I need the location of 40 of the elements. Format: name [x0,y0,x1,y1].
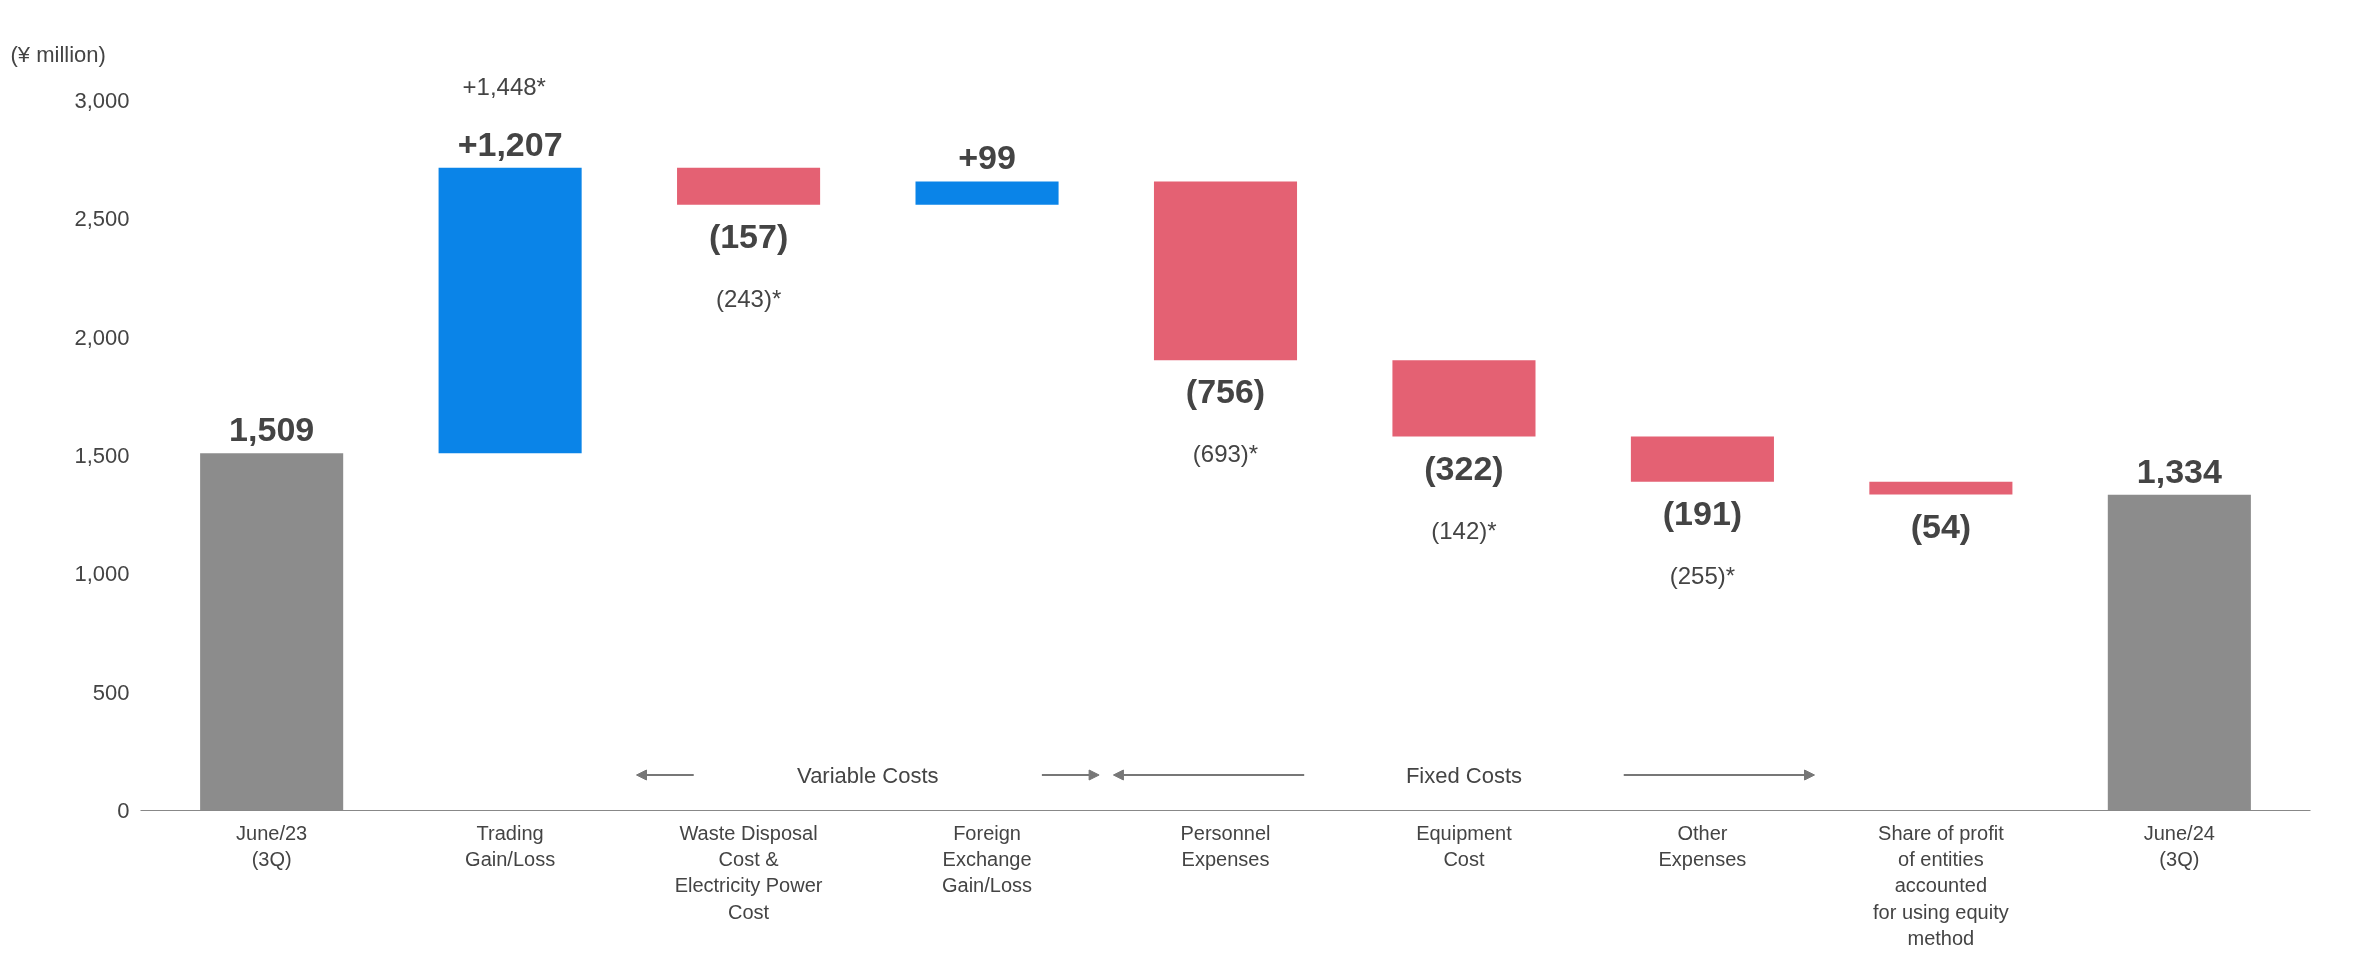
data-label: (191) [1662,493,1743,532]
x-tick-label: June/24 (3Q) [2143,821,2215,870]
annotation: (142)* [1431,516,1497,544]
y-tick-label: 0 [117,798,130,823]
annotation: (255)* [1669,561,1736,589]
bar [438,167,582,454]
x-tick-label: Foreign Exchange Gain/Loss [942,821,1033,897]
x-tick-label: Trading Gain/Loss [465,821,556,870]
bar [1153,181,1298,361]
annotation: Fixed Costs [1405,762,1523,788]
data-label: (157) [708,216,789,255]
x-tick-label: June/23 (3Q) [236,821,308,870]
data-label: 1,334 [2136,451,2222,490]
y-tick-label: 500 [92,679,130,705]
x-tick-label: Equipment Cost [1416,821,1513,870]
annotation: (693)* [1192,440,1259,468]
data-label: (756) [1185,372,1266,411]
y-tick-label: 3,000 [74,88,130,113]
data-label: +1,207 [457,124,563,163]
data-label: +99 [958,138,1016,177]
y-tick-label: 1,500 [74,443,130,468]
annotation: (243)* [715,284,782,312]
y-tick-label: 2,500 [74,206,130,232]
text: +1,448* [462,72,546,100]
y-tick-label: 1,000 [74,561,130,587]
y-tick-label: 2,000 [74,324,130,350]
data-label: (322) [1424,448,1504,487]
annotation: Variable Costs [797,762,939,788]
data-label: 1,509 [229,410,315,449]
x-tick-label: Other Expenses [1658,821,1747,870]
x-tick-label: Share of profit of entities accounted for using equity method [1873,821,2009,950]
bar [1630,436,1774,482]
data-label: (54) [1910,506,1972,545]
x-tick-label: Waste Disposal Cost & Electricity Power Cost [674,821,823,923]
bar [1869,481,2013,495]
bar [677,167,821,205]
bar [915,181,1059,205]
y-axis-title: (¥ million) [10,41,106,67]
x-tick-label: Personnel Expenses [1180,821,1271,870]
bar [1392,360,1536,437]
